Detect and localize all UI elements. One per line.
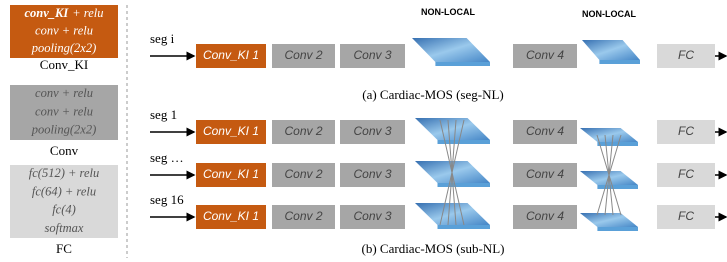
- legend-line: conv + relu: [35, 104, 93, 118]
- feature-edge: [435, 62, 490, 66]
- block-label: Conv_KI 1: [203, 124, 259, 138]
- block-label: Conv 3: [353, 48, 391, 62]
- block-label: FC: [678, 209, 694, 223]
- caption: (b) Cardiac-MOS (sub-NL): [362, 241, 505, 256]
- feature-edge: [597, 185, 638, 189]
- legend-label: FC: [56, 241, 72, 256]
- feature-map: [582, 40, 640, 60]
- legend-line: fc(512) + relu: [29, 166, 99, 180]
- feature-map: [415, 118, 490, 140]
- feature-edge: [597, 227, 638, 231]
- header: NON-LOCAL: [421, 7, 475, 17]
- legend-line: conv + relu: [35, 23, 93, 37]
- legend-line: conv_KI+ relu: [25, 6, 104, 20]
- block-label: Conv 4: [526, 209, 564, 223]
- block-label: Conv 2: [284, 48, 322, 62]
- seg-label: seg 16: [150, 192, 184, 207]
- block-label: Conv 4: [526, 167, 564, 181]
- block-label: Conv_KI 1: [203, 48, 259, 62]
- legend-line: fc(4): [52, 203, 76, 217]
- block-label: Conv 2: [284, 209, 322, 223]
- block-label: FC: [678, 48, 694, 62]
- block-label: Conv 3: [353, 124, 391, 138]
- feature-edge: [438, 225, 491, 229]
- legend-line: pooling(2x2): [31, 123, 97, 137]
- seg-label: seg …: [150, 150, 184, 165]
- block-label: Conv_KI 1: [203, 167, 259, 181]
- feature-map: [415, 203, 490, 225]
- diagram: conv_KI+ relu conv + relu pooling(2x2) Conv…: [0, 0, 727, 262]
- block-label: Conv 4: [526, 48, 564, 62]
- block-label: FC: [678, 167, 694, 181]
- legend-line: pooling(2x2): [31, 41, 97, 55]
- feature-map: [412, 38, 490, 62]
- seg-label: seg 1: [150, 107, 177, 122]
- feature-edge: [438, 183, 491, 187]
- legend-line: softmax: [45, 221, 84, 235]
- legend-line: conv + relu: [35, 86, 93, 100]
- block-label: Conv 3: [353, 167, 391, 181]
- legend-head: conv_KI: [25, 6, 70, 20]
- block-label: Conv 2: [284, 124, 322, 138]
- block-label: FC: [678, 124, 694, 138]
- header: NON-LOCAL: [582, 9, 636, 19]
- legend-label: Conv: [50, 143, 79, 158]
- legend-label: Conv_KI: [40, 57, 88, 72]
- block-label: Conv 3: [353, 209, 391, 223]
- caption: (a) Cardiac-MOS (seg-NL): [362, 87, 504, 102]
- seg-label: seg i: [150, 31, 175, 46]
- block-label: Conv_KI 1: [203, 209, 259, 223]
- block-label: Conv 2: [284, 167, 322, 181]
- block-label: Conv 4: [526, 124, 564, 138]
- feature-edge: [599, 60, 640, 64]
- legend-line-text: + relu: [72, 6, 103, 20]
- feature-map: [580, 128, 638, 142]
- feature-map: [580, 213, 638, 227]
- legend-line: fc(64) + relu: [32, 184, 96, 198]
